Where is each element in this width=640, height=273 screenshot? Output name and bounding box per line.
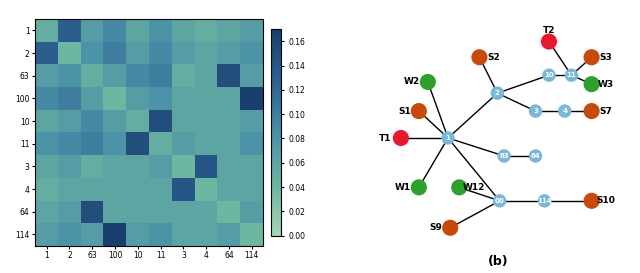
Circle shape [584,49,600,65]
Text: T2: T2 [543,26,556,35]
Text: 63: 63 [499,153,509,159]
Circle shape [538,194,551,207]
Text: T1: T1 [379,133,392,143]
Text: 00: 00 [495,198,504,204]
Circle shape [584,193,600,209]
Circle shape [491,87,504,100]
Text: S3: S3 [600,53,612,62]
Text: 10: 10 [544,72,554,78]
Circle shape [529,104,542,118]
Text: 1: 1 [445,135,451,141]
Circle shape [442,131,455,145]
Text: S1: S1 [398,106,411,115]
Circle shape [442,220,458,236]
Text: 64: 64 [531,153,540,159]
Text: 4: 4 [562,108,567,114]
Text: 11: 11 [566,72,576,78]
Text: S10: S10 [596,196,616,205]
Text: W3: W3 [598,80,614,89]
Circle shape [541,34,557,50]
Text: W2: W2 [404,78,420,87]
Circle shape [451,179,467,195]
Circle shape [564,69,578,82]
Text: 3: 3 [533,108,538,114]
Text: 2: 2 [495,90,500,96]
Circle shape [393,130,409,146]
Circle shape [497,149,511,163]
Circle shape [420,74,436,90]
Circle shape [471,49,488,65]
Circle shape [584,76,600,92]
Circle shape [411,179,427,195]
Text: W1: W1 [395,183,412,192]
Text: S9: S9 [429,223,442,232]
Text: 114: 114 [537,198,552,204]
Text: S7: S7 [600,106,612,115]
Circle shape [584,103,600,119]
Text: W12: W12 [463,183,485,192]
Circle shape [542,69,556,82]
Text: S2: S2 [488,53,500,62]
Text: (b): (b) [488,255,509,268]
Circle shape [411,103,427,119]
Circle shape [558,104,572,118]
Circle shape [529,149,542,163]
Circle shape [493,194,506,207]
